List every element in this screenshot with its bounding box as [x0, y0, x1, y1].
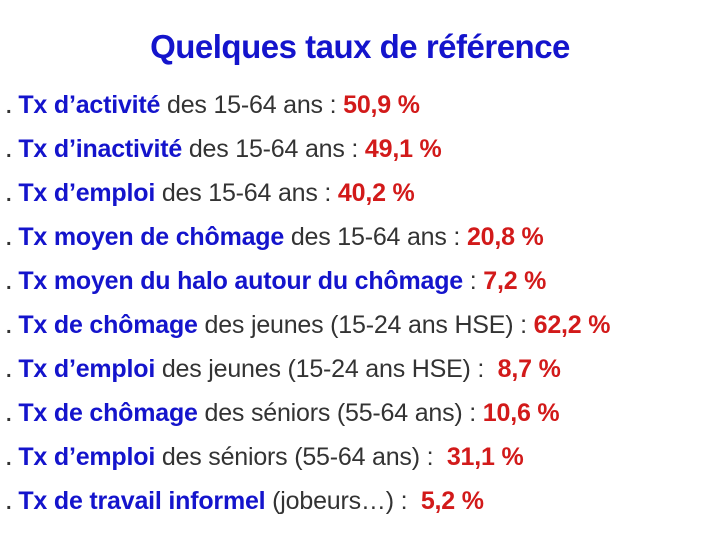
rate-label: Tx d’emploi: [18, 443, 156, 471]
rate-value: 10,6 %: [482, 399, 560, 427]
bullet-dot: .: [6, 272, 12, 294]
list-item: . Tx moyen du halo autour du chômage : 7,…: [6, 266, 716, 298]
rate-value: 5,2 %: [420, 487, 484, 515]
bullet-dot: .: [6, 96, 12, 118]
bullet-dot: .: [6, 228, 12, 250]
rate-value: 8,7 %: [497, 355, 561, 383]
rate-label: Tx d’activité: [18, 91, 161, 119]
list-item: . Tx d’activité des 15-64 ans : 50,9 %: [6, 90, 716, 122]
list-item: . Tx d’inactivité des 15-64 ans : 49,1 %: [6, 134, 716, 166]
rate-list: . Tx d’activité des 15-64 ans : 50,9 %. Tx…: [0, 90, 720, 518]
slide-title: Quelques taux de référence: [150, 28, 570, 65]
bullet-dot: .: [6, 448, 12, 470]
bullet-dot: .: [6, 140, 12, 162]
list-item: . Tx moyen de chômage des 15-64 ans : 20,…: [6, 222, 716, 254]
rate-value: 31,1 %: [446, 443, 524, 471]
bullet-dot: .: [6, 360, 12, 382]
rate-label: Tx d’emploi: [18, 355, 156, 383]
rate-description: :: [463, 267, 484, 295]
list-item: . Tx de chômage des jeunes (15-24 ans HSE…: [6, 310, 716, 342]
rate-description: des séniors (55-64 ans) :: [155, 443, 447, 471]
rate-description: des séniors (55-64 ans) :: [197, 399, 483, 427]
bullet-dot: .: [6, 184, 12, 206]
rate-description: des jeunes (15-24 ans HSE) :: [197, 311, 534, 339]
list-item: . Tx d’emploi des séniors (55-64 ans) : 3…: [6, 442, 716, 474]
rate-value: 49,1 %: [364, 135, 442, 163]
rate-label: Tx moyen de chômage: [18, 223, 285, 251]
bullet-dot: .: [6, 316, 12, 338]
list-item: . Tx de travail informel (jobeurs…) : 5,2…: [6, 486, 716, 518]
rate-description: (jobeurs…) :: [265, 487, 421, 515]
rate-label: Tx de chômage: [18, 311, 198, 339]
bullet-dot: .: [6, 492, 12, 514]
rate-description: des jeunes (15-24 ans HSE) :: [155, 355, 498, 383]
rate-label: Tx de travail informel: [18, 487, 266, 515]
rate-value: 20,8 %: [466, 223, 544, 251]
rate-description: des 15-64 ans :: [160, 91, 344, 119]
rate-label: Tx de chômage: [18, 399, 198, 427]
rate-value: 7,2 %: [483, 267, 547, 295]
rate-label: Tx d’emploi: [18, 179, 156, 207]
rate-label: Tx moyen du halo autour du chômage: [18, 267, 463, 295]
list-item: . Tx d’emploi des 15-64 ans : 40,2 %: [6, 178, 716, 210]
list-item: . Tx de chômage des séniors (55-64 ans) :…: [6, 398, 716, 430]
rate-value: 62,2 %: [533, 311, 611, 339]
rate-description: des 15-64 ans :: [155, 179, 338, 207]
rate-value: 40,2 %: [337, 179, 415, 207]
list-item: . Tx d’emploi des jeunes (15-24 ans HSE) …: [6, 354, 716, 386]
bullet-dot: .: [6, 404, 12, 426]
rate-value: 50,9 %: [343, 91, 420, 119]
rate-description: des 15-64 ans :: [284, 223, 467, 251]
rate-description: des 15-64 ans :: [182, 135, 365, 163]
rate-label: Tx d’inactivité: [18, 135, 183, 163]
